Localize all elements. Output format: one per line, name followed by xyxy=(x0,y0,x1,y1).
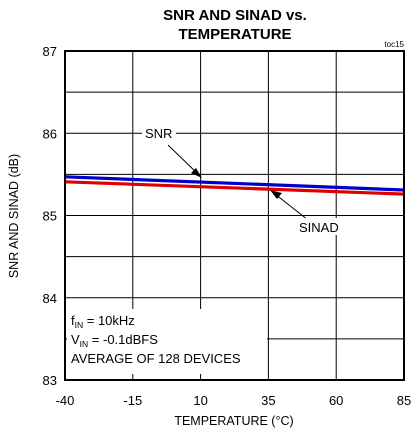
figure-reference: toc15 xyxy=(384,40,404,49)
series-line-sinad xyxy=(64,180,405,196)
plot-frame xyxy=(64,50,405,381)
condition-average: AVERAGE OF 128 DEVICES xyxy=(71,351,241,366)
x-tick-label: 85 xyxy=(397,393,411,408)
snr-label-bg xyxy=(142,125,176,141)
x-axis-label: TEMPERATURE (°C) xyxy=(174,414,293,428)
snr-annotation: SNR xyxy=(145,126,172,141)
sinad-label-bg xyxy=(296,218,350,235)
chart-title-line2: TEMPERATURE xyxy=(178,26,291,43)
y-axis-label: SNR AND SINAD (dB) xyxy=(7,154,21,278)
conditions-bg xyxy=(67,309,267,374)
x-tick-label: -40 xyxy=(56,393,75,408)
series-lines xyxy=(64,175,405,196)
sinad-annotation: SINAD xyxy=(299,220,339,235)
y-tick-label: 85 xyxy=(43,209,57,224)
sinad-arrow-head xyxy=(270,190,282,199)
x-tick-label: 10 xyxy=(193,393,207,408)
condition-vin: VIN = -0.1dBFS xyxy=(71,332,158,349)
sinad-arrow-line xyxy=(274,193,309,221)
x-tick-label: 60 xyxy=(329,393,343,408)
snr-arrow-head xyxy=(191,168,202,178)
series-line-snr xyxy=(64,175,405,192)
y-tick-label: 83 xyxy=(43,373,57,388)
chart-title-line1: SNR AND SINAD vs. xyxy=(163,7,307,24)
x-tick-label: -15 xyxy=(123,393,142,408)
condition-fin: fIN = 10kHz xyxy=(71,313,135,330)
y-tick-labels: 83 84 85 86 87 xyxy=(43,44,57,388)
y-tick-label: 86 xyxy=(43,126,57,141)
y-tick-label: 84 xyxy=(43,291,57,306)
y-tick-label: 87 xyxy=(43,44,57,59)
snr-arrow-line xyxy=(167,144,199,175)
x-tick-labels: -40 -15 10 35 60 85 xyxy=(56,393,411,408)
x-tick-label: 35 xyxy=(261,393,275,408)
